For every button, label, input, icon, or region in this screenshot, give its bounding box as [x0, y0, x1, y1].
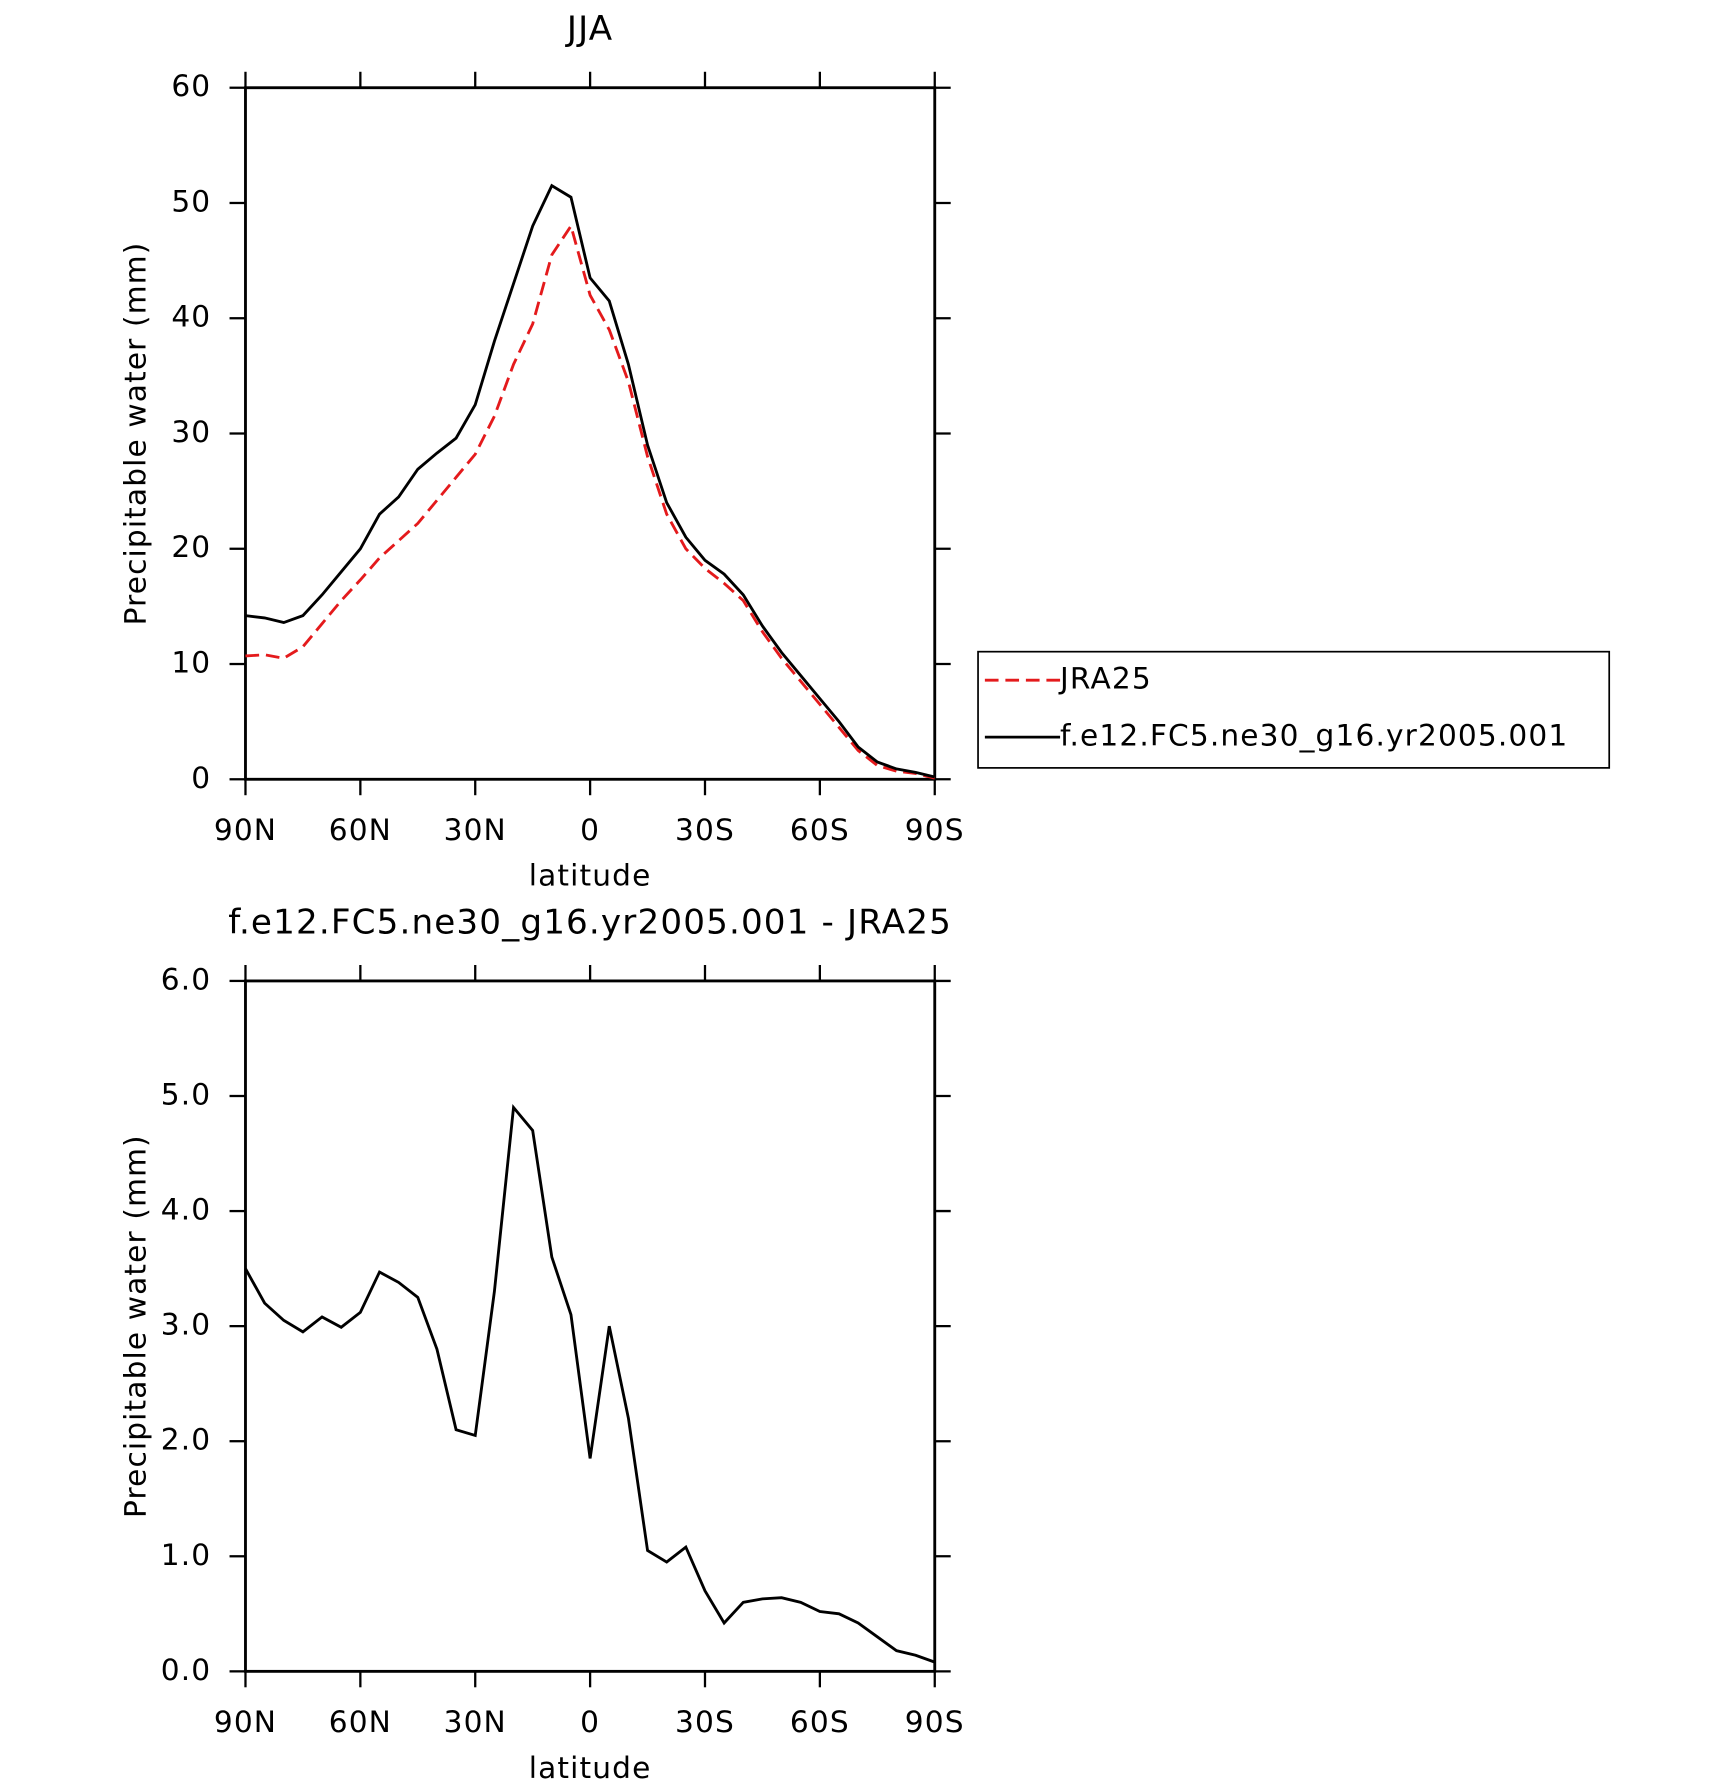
- legend-label: JRA25: [1058, 662, 1152, 696]
- y-tick-label: 60: [171, 69, 211, 103]
- x-tick-label: 60S: [790, 1705, 850, 1739]
- x-tick-label: 30N: [444, 813, 507, 847]
- series-line: [245, 222, 936, 780]
- x-tick-label: 90S: [905, 1705, 965, 1739]
- y-tick-label: 0: [191, 761, 211, 795]
- y-tick-label: 40: [171, 300, 211, 334]
- y-tick-label: 3.0: [161, 1308, 212, 1342]
- x-tick-label: 90N: [214, 813, 277, 847]
- x-axis-label: latitude: [529, 859, 652, 893]
- chart-title: f.e12.FC5.ne30_g16.yr2005.001 - JRA25: [228, 902, 952, 942]
- y-tick-label: 2.0: [161, 1423, 212, 1457]
- x-tick-label: 0: [580, 813, 600, 847]
- x-tick-label: 30N: [444, 1705, 507, 1739]
- series-line: [245, 183, 936, 779]
- y-tick-label: 4.0: [161, 1193, 212, 1227]
- x-tick-label: 90N: [214, 1705, 277, 1739]
- y-tick-label: 1.0: [161, 1538, 212, 1572]
- legend-box: [977, 650, 1611, 769]
- x-tick-label: 90S: [905, 813, 965, 847]
- x-tick-label: 30S: [675, 813, 735, 847]
- y-tick-label: 10: [171, 646, 211, 680]
- y-axis-label: Precipitable water (mm): [119, 1134, 153, 1518]
- y-tick-label: 0.0: [161, 1653, 212, 1687]
- y-tick-label: 20: [171, 530, 211, 564]
- y-tick-label: 5.0: [161, 1078, 212, 1112]
- x-tick-label: 60N: [329, 1705, 392, 1739]
- plot-frame: [244, 979, 937, 1673]
- y-axis-label: Precipitable water (mm): [119, 242, 153, 626]
- x-axis-label: latitude: [529, 1751, 652, 1783]
- chart-title: JJA: [565, 9, 613, 49]
- y-tick-label: 50: [171, 184, 211, 218]
- x-tick-label: 30S: [675, 1705, 735, 1739]
- y-tick-label: 6.0: [161, 962, 212, 996]
- legend-label: f.e12.FC5.ne30_g16.yr2005.001: [1060, 719, 1568, 753]
- x-tick-label: 0: [580, 1705, 600, 1739]
- y-tick-label: 30: [171, 415, 211, 449]
- series-line: [244, 1104, 936, 1664]
- x-tick-label: 60N: [329, 813, 392, 847]
- x-tick-label: 60S: [790, 813, 850, 847]
- plot-frame: [244, 86, 937, 781]
